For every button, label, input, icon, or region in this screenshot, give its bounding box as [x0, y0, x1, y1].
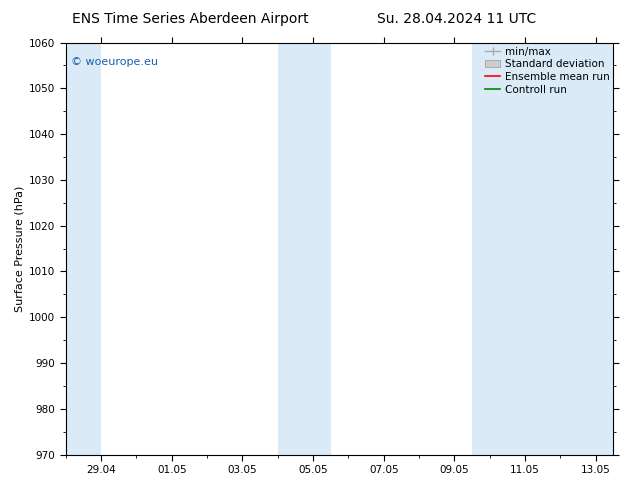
Text: Su. 28.04.2024 11 UTC: Su. 28.04.2024 11 UTC [377, 12, 536, 26]
Y-axis label: Surface Pressure (hPa): Surface Pressure (hPa) [15, 185, 25, 312]
Legend: min/max, Standard deviation, Ensemble mean run, Controll run: min/max, Standard deviation, Ensemble me… [482, 45, 611, 97]
Text: ENS Time Series Aberdeen Airport: ENS Time Series Aberdeen Airport [72, 12, 309, 26]
Text: © woeurope.eu: © woeurope.eu [71, 57, 158, 67]
Bar [278, 43, 331, 455]
Bar [472, 43, 525, 455]
Bar [66, 43, 101, 455]
Bar [525, 43, 614, 455]
